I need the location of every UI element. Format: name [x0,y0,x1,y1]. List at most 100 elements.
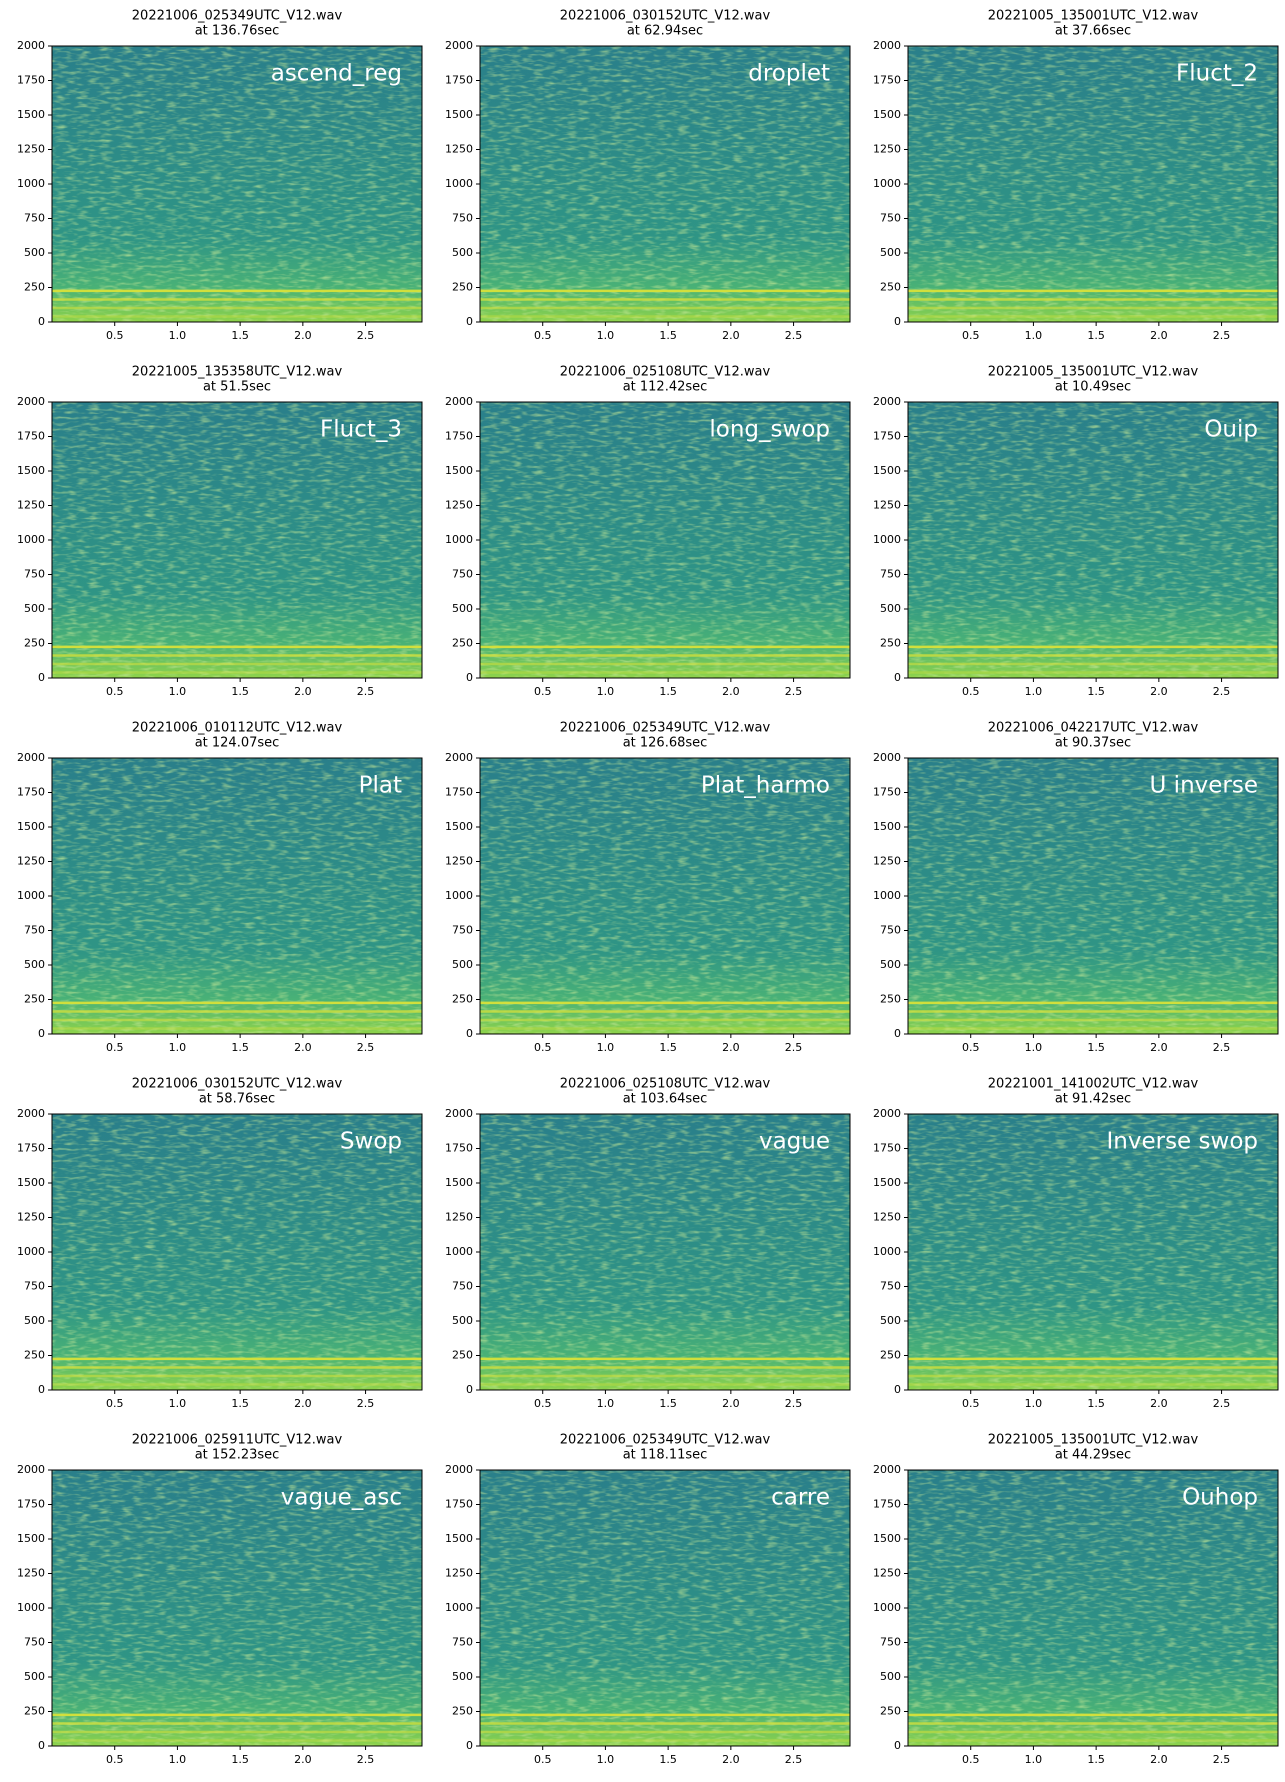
spectrogram-noise [52,1114,422,1390]
panel-title: 20221005_135001UTC_V12.wav [988,365,1199,380]
y-tick-label: 1250 [445,855,473,868]
y-tick-label: 750 [24,924,45,937]
y-tick-label: 750 [452,568,473,581]
panel-subtitle: at 118.11sec [623,1448,708,1463]
y-tick-label: 250 [24,637,45,650]
x-tick-label: 1.5 [231,329,249,342]
x-tick-label: 2.5 [1213,329,1231,342]
y-tick-label: 1250 [17,1567,45,1580]
spectrogram-noise [908,1114,1278,1390]
x-tick-label: 1.0 [1025,1397,1043,1410]
y-tick-label: 750 [880,568,901,581]
panel-subtitle: at 90.37sec [1055,736,1131,751]
x-tick-label: 1.0 [1025,685,1043,698]
y-tick-label: 0 [38,671,45,684]
y-tick-label: 0 [466,315,473,328]
y-tick-label: 1500 [445,464,473,477]
x-tick-label: 0.5 [962,1397,980,1410]
y-tick-label: 1750 [445,74,473,87]
panel-subtitle: at 51.5sec [203,380,271,395]
x-tick-label: 2.5 [785,685,803,698]
spectrogram-noise [480,46,850,322]
y-tick-label: 2000 [17,395,45,408]
x-tick-label: 2.5 [785,1041,803,1054]
y-tick-label: 1250 [873,499,901,512]
y-tick-label: 250 [452,993,473,1006]
y-tick-label: 1250 [445,1211,473,1224]
x-tick-label: 0.5 [962,1753,980,1766]
x-tick-label: 0.5 [962,329,980,342]
y-tick-label: 1000 [17,889,45,902]
x-tick-label: 0.5 [534,685,552,698]
y-tick-label: 1000 [445,177,473,190]
y-tick-label: 1500 [873,1532,901,1545]
y-tick-label: 1000 [445,1245,473,1258]
panel-title: 20221006_025349UTC_V12.wav [560,1433,771,1448]
y-tick-label: 0 [894,1383,901,1396]
y-tick-label: 250 [24,1349,45,1362]
y-tick-label: 1500 [445,108,473,121]
annotation: vague [759,1129,830,1155]
y-tick-label: 1750 [873,786,901,799]
spectrogram-noise [52,758,422,1034]
y-tick-label: 1750 [445,786,473,799]
x-tick-label: 1.5 [1087,1753,1105,1766]
panel-title: 20221006_025349UTC_V12.wav [132,9,343,24]
y-tick-label: 1500 [17,464,45,477]
annotation: vague_asc [281,1485,402,1511]
x-tick-label: 2.0 [722,685,740,698]
y-tick-label: 750 [880,212,901,225]
y-tick-label: 1000 [445,889,473,902]
y-tick-label: 1000 [445,533,473,546]
y-tick-label: 750 [24,1636,45,1649]
x-tick-label: 2.5 [1213,685,1231,698]
y-tick-label: 500 [24,602,45,615]
panel-title: 20221006_025349UTC_V12.wav [560,721,771,736]
y-tick-label: 500 [880,1670,901,1683]
y-tick-label: 1750 [17,430,45,443]
x-tick-label: 1.0 [597,1753,615,1766]
y-tick-label: 250 [452,1705,473,1718]
x-tick-label: 2.0 [294,685,312,698]
annotation: droplet [748,61,830,87]
y-tick-label: 1500 [873,1176,901,1189]
x-tick-label: 1.5 [659,1397,677,1410]
y-tick-label: 250 [880,993,901,1006]
panel-title: 20221001_141002UTC_V12.wav [988,1077,1199,1092]
x-tick-label: 1.5 [1087,1041,1105,1054]
panel-subtitle: at 124.07sec [195,736,280,751]
x-tick-label: 2.0 [722,1397,740,1410]
x-tick-label: 0.5 [106,1397,124,1410]
y-tick-label: 500 [880,1314,901,1327]
panel-subtitle: at 112.42sec [623,380,708,395]
x-tick-label: 2.0 [294,1041,312,1054]
panel-subtitle: at 37.66sec [1055,24,1131,39]
y-tick-label: 250 [24,281,45,294]
x-tick-label: 2.0 [722,329,740,342]
y-tick-label: 2000 [873,1107,901,1120]
y-tick-label: 1250 [445,499,473,512]
y-tick-label: 2000 [445,1463,473,1476]
y-tick-label: 500 [452,246,473,259]
y-tick-label: 1750 [445,1142,473,1155]
y-tick-label: 1000 [445,1601,473,1614]
panel-subtitle: at 58.76sec [199,1092,275,1107]
y-tick-label: 0 [38,315,45,328]
x-tick-label: 1.5 [659,329,677,342]
y-tick-label: 500 [452,958,473,971]
y-tick-label: 750 [452,1280,473,1293]
y-tick-label: 1250 [445,1567,473,1580]
x-tick-label: 1.0 [169,1753,187,1766]
spectrogram-noise [52,1470,422,1746]
spectrogram-noise [480,1470,850,1746]
y-tick-label: 0 [894,1027,901,1040]
y-tick-label: 2000 [873,395,901,408]
x-tick-label: 0.5 [534,329,552,342]
